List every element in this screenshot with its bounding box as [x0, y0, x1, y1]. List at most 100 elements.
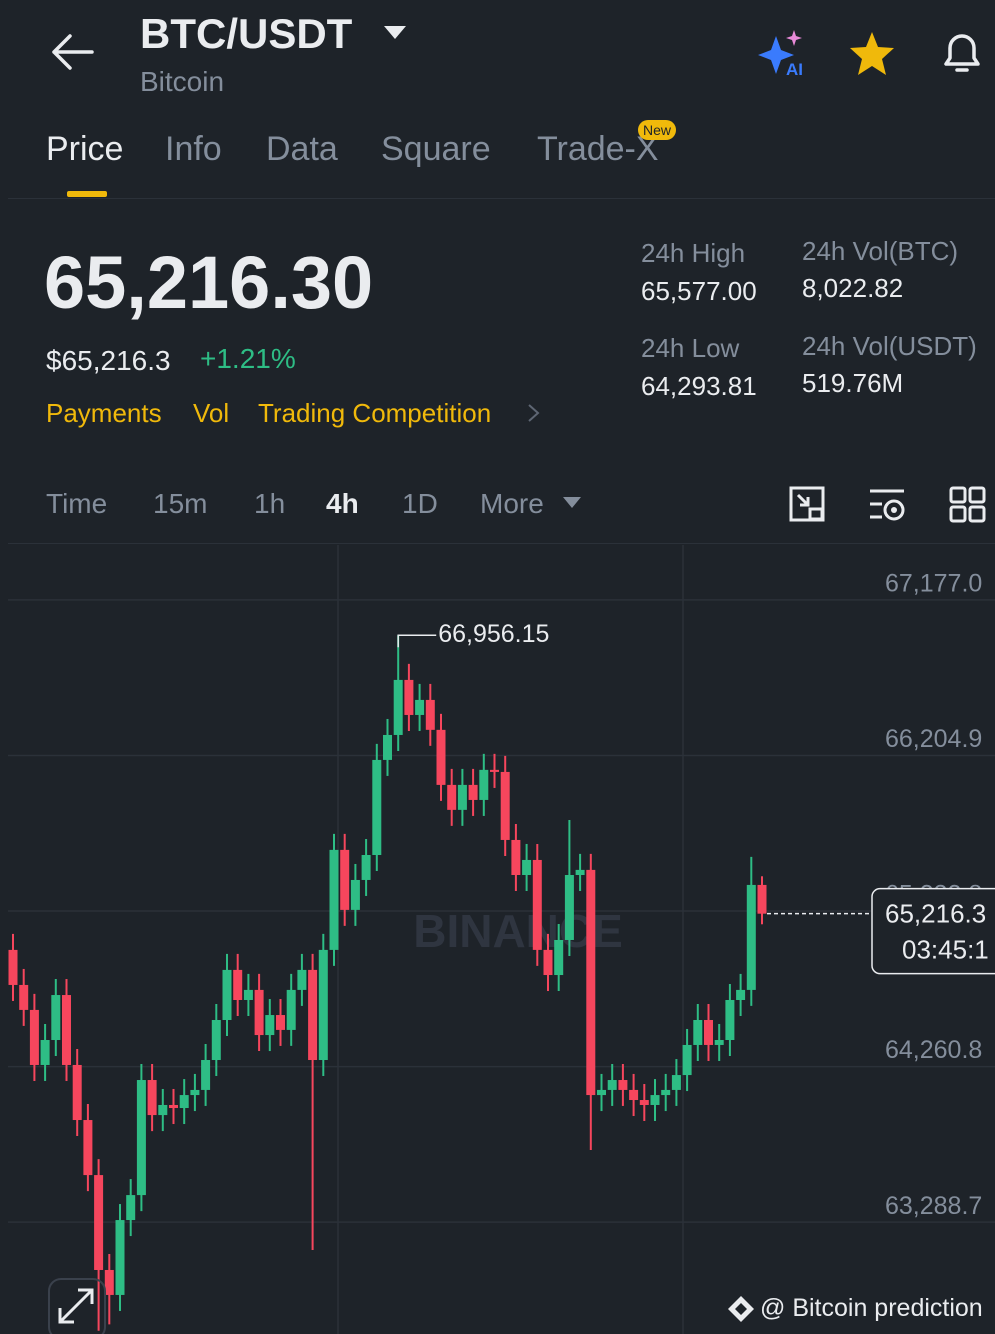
- high-label: 66,956.15: [438, 620, 549, 648]
- y-tick-label: 64,260.8: [885, 1036, 982, 1064]
- candle-body: [404, 679, 414, 715]
- candle-body: [104, 1269, 114, 1295]
- candle-body: [586, 869, 596, 1096]
- tab-square[interactable]: Square: [381, 130, 491, 168]
- candle-body: [671, 1075, 681, 1090]
- candle-body: [29, 1009, 39, 1065]
- price-change: +1.21%: [200, 343, 296, 374]
- candle-body: [725, 999, 735, 1041]
- candle-body: [564, 875, 574, 940]
- candle-body: [682, 1044, 692, 1076]
- tab-info[interactable]: Info: [165, 130, 222, 168]
- fiat-price: $65,216.3: [46, 345, 171, 376]
- candle-body: [254, 989, 264, 1036]
- candle-body: [393, 679, 403, 735]
- chart-tool[interactable]: [788, 485, 828, 525]
- candle-body: [661, 1089, 671, 1096]
- stat-value: 64,293.81: [641, 371, 757, 401]
- interval[interactable]: 1D: [402, 488, 438, 519]
- stat-label: 24h Vol(USDT): [802, 331, 977, 361]
- candle-body: [693, 1020, 703, 1045]
- candle-body: [72, 1064, 82, 1121]
- candle-body: [19, 984, 29, 1010]
- candle-body: [308, 969, 318, 1061]
- candle-body: [286, 989, 296, 1030]
- tab-price[interactable]: Price: [46, 130, 124, 168]
- layout-tool[interactable]: [948, 485, 988, 525]
- candle-body: [340, 849, 350, 910]
- y-tick-label: 66,204.9: [885, 725, 982, 753]
- ai-icon[interactable]: AI: [756, 28, 810, 78]
- candle-body: [629, 1089, 639, 1101]
- candle-body: [554, 939, 564, 976]
- candle-body: [190, 1089, 200, 1096]
- favorite-star[interactable]: [848, 30, 896, 76]
- pair-title[interactable]: BTC/USDT: [140, 10, 353, 57]
- candle-body: [329, 849, 339, 950]
- candle-body: [8, 949, 18, 985]
- candle-body: [297, 969, 307, 990]
- candle-body: [457, 784, 467, 810]
- candle-body: [511, 839, 521, 876]
- candle-body: [179, 1095, 189, 1109]
- stat-value: 8,022.82: [802, 273, 904, 303]
- candle-body: [522, 859, 532, 876]
- candle-body: [597, 1089, 606, 1096]
- candle-body: [126, 1195, 136, 1221]
- link-competition[interactable]: Trading Competition: [258, 398, 492, 428]
- last-price: 65,216.30: [44, 241, 374, 324]
- candle-body: [372, 759, 382, 855]
- candle-body: [40, 1040, 50, 1065]
- link-payments[interactable]: Payments: [46, 398, 162, 428]
- candle-body: [83, 1120, 93, 1176]
- candle-body: [543, 949, 553, 976]
- more-dropdown[interactable]: [562, 496, 582, 510]
- tab-data[interactable]: Data: [266, 130, 338, 168]
- candle-body: [350, 879, 360, 910]
- interval-more[interactable]: More: [480, 488, 544, 519]
- candle-body: [318, 949, 328, 1061]
- candle-body: [243, 989, 253, 1000]
- footer-credit: @ Bitcoin prediction: [760, 1294, 983, 1322]
- candle-body: [468, 784, 478, 800]
- candle-body: [233, 969, 243, 1000]
- candle-body: [607, 1080, 617, 1090]
- stat-value: 519.76M: [802, 368, 904, 398]
- last-price-label: 65,216.3: [885, 899, 986, 929]
- candle-body: [490, 769, 499, 772]
- pair-dropdown[interactable]: [382, 24, 408, 42]
- stat-label: 24h Low: [641, 333, 740, 363]
- candle-body: [265, 1015, 275, 1036]
- stat-value: 65,577.00: [641, 276, 757, 306]
- candle-body: [136, 1080, 146, 1196]
- interval-active[interactable]: 4h: [326, 488, 359, 519]
- divider: [8, 198, 995, 199]
- indicator-tool[interactable]: [866, 485, 910, 525]
- candle-body: [169, 1104, 178, 1109]
- tab-trade-x[interactable]: Trade-X: [537, 130, 659, 168]
- candle-body: [158, 1104, 168, 1116]
- candle-body: [115, 1220, 125, 1295]
- alert-bell[interactable]: [938, 26, 986, 78]
- interval[interactable]: 15m: [153, 488, 208, 519]
- candle-body: [532, 859, 542, 950]
- link-vol[interactable]: Vol: [193, 398, 230, 428]
- candle-body: [222, 969, 232, 1021]
- candle-body: [211, 1020, 221, 1061]
- candle-body: [746, 884, 756, 990]
- tab-indicator: [67, 191, 107, 197]
- candlestick-chart: BINANCE 67,177.066,204.965,232.864,260.8…: [8, 545, 995, 1334]
- candle-body: [650, 1095, 660, 1105]
- last-price-box: [871, 887, 995, 975]
- interval[interactable]: 1h: [254, 488, 286, 519]
- stat-label: 24h Vol(BTC): [802, 236, 959, 266]
- expand-button[interactable]: [48, 1278, 106, 1334]
- candle-body: [757, 884, 767, 914]
- interval[interactable]: Time: [46, 488, 108, 519]
- candle-body: [415, 699, 425, 715]
- pair-name: Bitcoin: [140, 66, 225, 97]
- stat-label: 24h High: [641, 238, 746, 268]
- back-button[interactable]: [50, 32, 96, 72]
- candle-body: [383, 734, 392, 760]
